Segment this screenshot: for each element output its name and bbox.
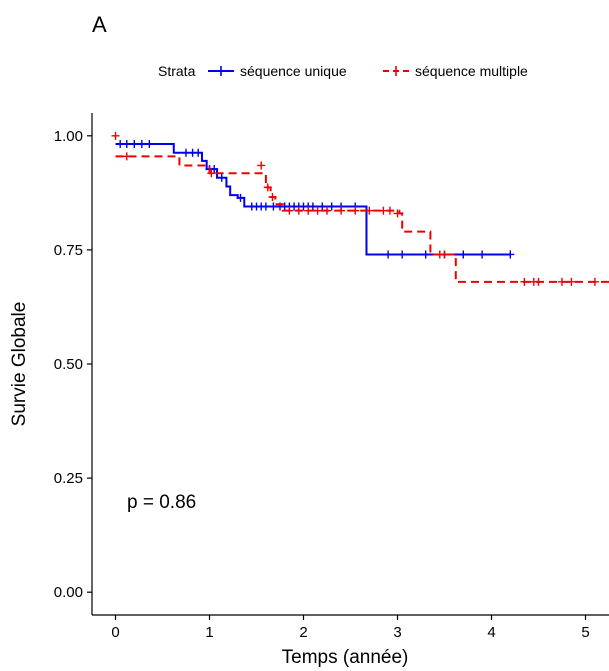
censor-mark-sequence-unique	[137, 140, 146, 149]
legend: Strata séquence unique séquence multiple	[158, 63, 528, 79]
censor-mark-sequence-multiple	[365, 206, 374, 215]
legend-title: Strata	[158, 63, 196, 79]
series-line-sequence-unique	[115, 143, 511, 256]
x-tick-label: 3	[393, 624, 401, 641]
y-tick-label: 0.50	[54, 356, 83, 373]
x-tick-label: 5	[581, 624, 589, 641]
x-tick-label: 0	[111, 624, 119, 641]
y-tick-label: 0.00	[54, 584, 83, 601]
censor-mark-sequence-unique	[236, 193, 245, 202]
x-tick-label: 2	[299, 624, 307, 641]
censor-mark-sequence-unique	[217, 173, 226, 182]
x-tick-label: 1	[205, 624, 213, 641]
censor-mark-sequence-multiple	[268, 192, 277, 201]
censor-mark-sequence-unique	[506, 250, 515, 259]
censor-mark-sequence-multiple	[534, 277, 543, 286]
censor-mark-sequence-multiple	[337, 206, 346, 215]
x-axis-title: Temps (année)	[282, 647, 409, 668]
censor-mark-sequence-unique	[459, 250, 468, 259]
legend-label-sequence-multiple: séquence multiple	[415, 63, 528, 79]
censor-mark-sequence-multiple	[558, 277, 566, 286]
censor-mark-sequence-multiple	[351, 206, 360, 215]
series-line-sequence-multiple	[115, 155, 609, 283]
censor-mark-sequence-multiple	[207, 169, 216, 178]
censor-mark-sequence-unique	[122, 140, 131, 149]
panel-label: A	[92, 12, 107, 37]
censor-mark-sequence-multiple	[313, 206, 322, 215]
censor-mark-sequence-unique	[327, 202, 336, 211]
y-tick-label: 0.75	[54, 242, 83, 259]
censor-mark-sequence-unique	[130, 140, 139, 149]
censor-mark-sequence-multiple	[590, 277, 599, 286]
y-tick-label: 1.00	[54, 128, 83, 145]
censor-mark-sequence-multiple	[520, 277, 529, 286]
censor-mark-sequence-multiple	[111, 131, 120, 140]
censor-mark-sequence-multiple	[263, 183, 272, 192]
legend-label-sequence-unique: séquence unique	[240, 63, 347, 79]
censor-mark-sequence-unique	[145, 140, 154, 149]
plot-area	[111, 131, 609, 286]
censor-mark-sequence-unique	[194, 148, 203, 157]
censor-mark-sequence-unique	[421, 250, 430, 259]
censor-mark-sequence-unique	[318, 202, 327, 211]
censor-mark-sequence-multiple	[385, 206, 394, 215]
censor-mark-sequence-multiple	[567, 277, 576, 286]
censor-mark-sequence-multiple	[294, 206, 303, 215]
censor-mark-sequence-unique	[478, 250, 487, 259]
censor-mark-sequence-multiple	[257, 161, 266, 170]
censor-mark-sequence-multiple	[323, 206, 331, 215]
censor-mark-sequence-multiple	[440, 250, 449, 259]
y-axis-title: Survie Globale	[9, 302, 30, 427]
censor-mark-sequence-multiple	[122, 152, 131, 161]
censor-mark-sequence-multiple	[285, 206, 294, 215]
censor-mark-sequence-unique	[210, 165, 219, 174]
x-tick-label: 4	[487, 624, 495, 641]
y-ticks: 0.00 0.25 0.50 0.75 1.00	[54, 128, 92, 601]
censor-mark-sequence-unique	[261, 202, 270, 211]
censor-mark-sequence-unique	[384, 250, 393, 259]
p-value-annotation: p = 0.86	[127, 492, 196, 513]
censor-mark-sequence-unique	[308, 202, 317, 211]
censor-mark-sequence-multiple	[304, 206, 313, 215]
y-tick-label: 0.25	[54, 470, 83, 487]
x-ticks: 0 1 2 3 4 5	[111, 615, 590, 641]
censor-mark-sequence-multiple	[393, 209, 402, 218]
censor-mark-sequence-unique	[398, 250, 407, 259]
